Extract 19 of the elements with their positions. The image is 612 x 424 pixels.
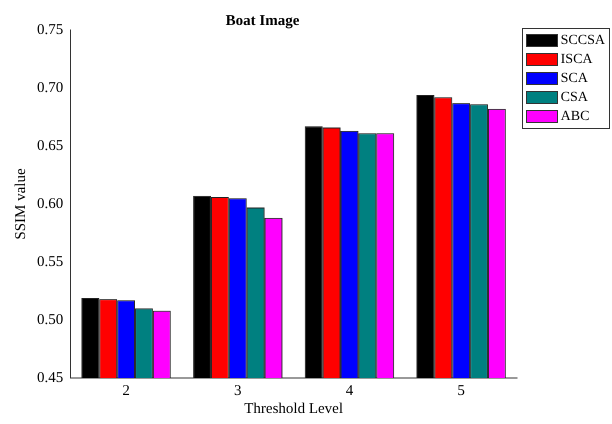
legend-label: CSA	[560, 90, 588, 106]
x-axis-title: Threshold Level	[244, 400, 343, 417]
legend-label: ABC	[560, 108, 590, 124]
y-tick-label: 0.60	[37, 196, 64, 212]
y-tick-label: 0.45	[37, 370, 64, 386]
y-tick-label: 0.50	[37, 312, 64, 328]
y-tick-label: 0.75	[37, 22, 64, 38]
legend-label: SCCSA	[560, 32, 605, 48]
y-tick-label: 0.70	[37, 80, 64, 96]
legend-label: SCA	[560, 70, 588, 86]
x-tick-label: 5	[457, 382, 465, 399]
x-tick-label: 2	[122, 382, 130, 399]
legend-label: ISCA	[560, 52, 593, 68]
y-tick-label: 0.65	[37, 138, 64, 154]
x-tick-label: 4	[346, 382, 354, 399]
y-tick-label: 0.55	[37, 254, 64, 270]
x-tick-label: 3	[234, 382, 242, 399]
y-axis-title: SSIM value	[12, 168, 29, 240]
chart-title: Boat Image	[226, 12, 300, 29]
